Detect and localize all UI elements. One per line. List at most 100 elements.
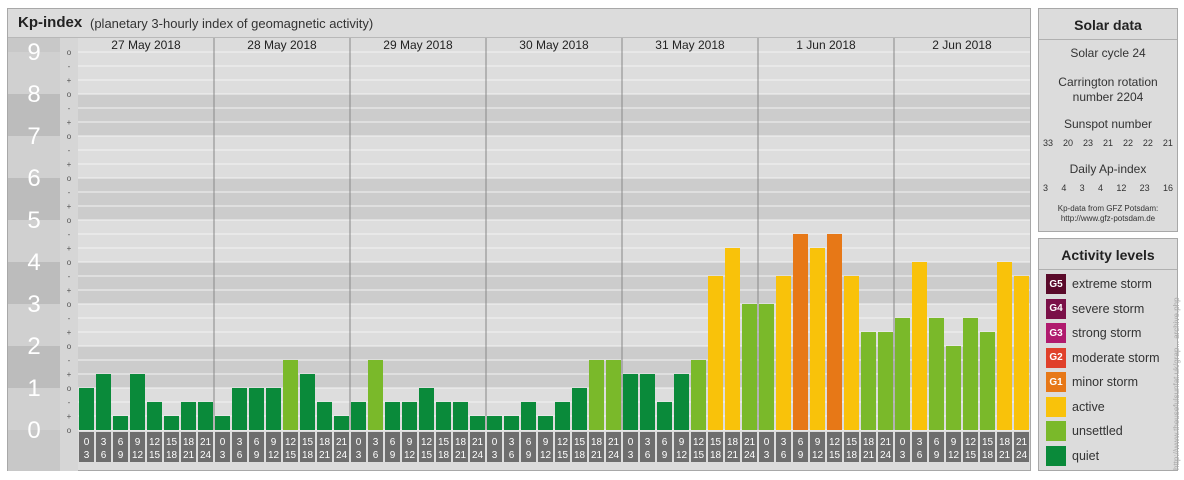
interval-end-label: 24 (608, 450, 620, 461)
interval-end-label: 15 (693, 450, 705, 461)
interval-cell (929, 432, 944, 462)
interval-end-label: 24 (200, 450, 212, 461)
kp-bar (130, 374, 145, 430)
interval-end-label: 3 (356, 450, 362, 461)
interval-start-label: 18 (183, 437, 195, 448)
solar-data-title: Solar data (1074, 17, 1142, 33)
interval-cell (487, 432, 502, 462)
kp-bar (674, 374, 689, 430)
kp-bar (844, 275, 859, 430)
interval-end-label: 15 (557, 450, 569, 461)
interval-end-label: 9 (390, 450, 396, 461)
sunspot-value: 22 (1142, 138, 1153, 148)
interval-cell (827, 432, 842, 462)
interval-cell (878, 432, 893, 462)
interval-end-label: 18 (982, 450, 994, 461)
kp-bar (351, 401, 366, 430)
level-label: quiet (1072, 448, 1100, 463)
interval-start-label: 9 (407, 437, 413, 448)
kp-bar (215, 416, 230, 430)
kp-minor-label: - (68, 272, 71, 281)
interval-cell (283, 432, 298, 462)
interval-cell (504, 432, 519, 462)
interval-start-label: 0 (628, 437, 634, 448)
kp-bar (538, 416, 553, 430)
kp-bar (419, 388, 434, 430)
interval-cell (844, 432, 859, 462)
kp-tick-label: 1 (27, 375, 40, 402)
interval-cell (402, 432, 417, 462)
interval-end-label: 18 (302, 450, 314, 461)
source-link[interactable]: http://www.gfz-potsdam.de (1060, 214, 1156, 223)
sunspot-value: 21 (1102, 138, 1113, 148)
kp-minor-label: + (67, 370, 72, 379)
interval-start-label: 21 (744, 437, 756, 448)
kp-band (78, 52, 1030, 94)
interval-start-label: 15 (982, 437, 994, 448)
kp-minor-label: + (67, 160, 72, 169)
kp-label-band (8, 220, 60, 262)
interval-cell (912, 432, 927, 462)
interval-cell (147, 432, 162, 462)
ap-index-value: 4 (1061, 183, 1067, 193)
kp-bar (657, 401, 672, 430)
kp-minor-label: + (67, 244, 72, 253)
interval-start-label: 12 (557, 437, 569, 448)
interval-end-label: 12 (268, 450, 280, 461)
kp-bar (827, 233, 842, 430)
kp-bar (589, 359, 604, 430)
interval-start-label: 18 (455, 437, 467, 448)
interval-start-label: 18 (319, 437, 331, 448)
interval-cell (385, 432, 400, 462)
interval-start-label: 3 (373, 437, 379, 448)
kp-bar (385, 401, 400, 430)
interval-end-label: 9 (798, 450, 804, 461)
kp-bar (793, 233, 808, 430)
interval-start-label: 0 (356, 437, 362, 448)
solar-title-divider (1039, 39, 1177, 40)
kp-bar (912, 262, 927, 430)
interval-cell (589, 432, 604, 462)
kp-bar (946, 346, 961, 430)
interval-start-label: 9 (815, 437, 821, 448)
interval-end-label: 15 (149, 450, 161, 461)
interval-end-label: 15 (285, 450, 297, 461)
kp-bar (147, 401, 162, 430)
interval-cell (793, 432, 808, 462)
interval-end-label: 24 (472, 450, 484, 461)
kp-bar (198, 401, 213, 430)
interval-start-label: 0 (220, 437, 226, 448)
kp-bar (895, 317, 910, 430)
kp-minor-label: o (67, 216, 72, 225)
activity-level-minor-storm: G1 minor storm (1046, 372, 1138, 392)
kp-bar (181, 401, 196, 430)
interval-end-label: 21 (591, 450, 603, 461)
level-label: active (1072, 399, 1105, 414)
interval-cell (368, 432, 383, 462)
kp-bar (504, 416, 519, 430)
interval-start-label: 15 (302, 437, 314, 448)
interval-cell (79, 432, 94, 462)
level-swatch: G5 (1046, 274, 1066, 294)
kp-tick-label: 8 (27, 81, 40, 108)
interval-start-label: 12 (965, 437, 977, 448)
interval-cell (572, 432, 587, 462)
interval-start-label: 3 (237, 437, 243, 448)
interval-start-label: 0 (84, 437, 90, 448)
ap-index-value: 3 (1043, 183, 1049, 193)
kp-bar (402, 401, 417, 430)
activity-title-divider (1039, 269, 1177, 270)
kp-bar (691, 359, 706, 430)
interval-end-label: 3 (220, 450, 226, 461)
interval-cell (351, 432, 366, 462)
interval-end-label: 9 (254, 450, 260, 461)
kp-bar (980, 332, 995, 430)
kp-tick-label: 0 (27, 417, 40, 444)
kp-tick-label: 9 (27, 39, 40, 66)
interval-end-label: 3 (492, 450, 498, 461)
interval-start-label: 0 (492, 437, 498, 448)
interval-start-label: 9 (679, 437, 685, 448)
level-label: strong storm (1072, 326, 1142, 340)
kp-minor-label: + (67, 118, 72, 127)
kp-bar (555, 401, 570, 430)
